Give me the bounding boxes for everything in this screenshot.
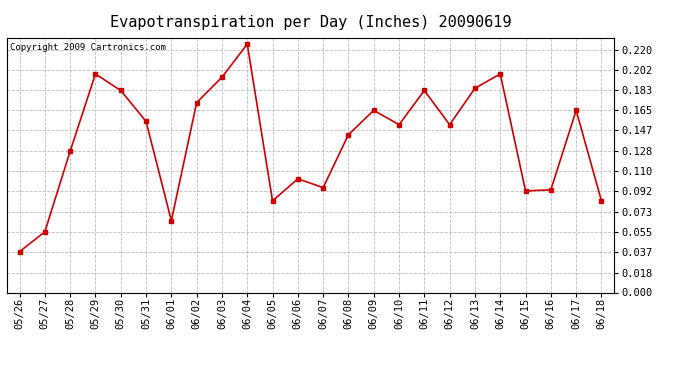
Text: Evapotranspiration per Day (Inches) 20090619: Evapotranspiration per Day (Inches) 2009… — [110, 15, 511, 30]
Text: Copyright 2009 Cartronics.com: Copyright 2009 Cartronics.com — [10, 43, 166, 52]
